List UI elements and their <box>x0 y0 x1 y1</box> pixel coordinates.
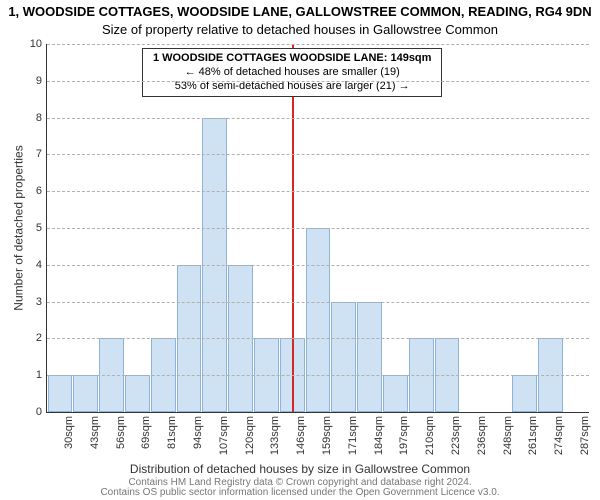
grid-line <box>47 375 589 376</box>
x-tick-label: 248sqm <box>502 416 514 455</box>
grid-line <box>47 81 589 82</box>
bar <box>73 375 98 412</box>
x-tick-label: 274sqm <box>553 416 565 455</box>
grid-line <box>47 154 589 155</box>
chart-root: 1, WOODSIDE COTTAGES, WOODSIDE LANE, GAL… <box>0 0 600 500</box>
y-tick-label: 4 <box>22 259 42 271</box>
grid-line <box>47 228 589 229</box>
x-tick-label: 107sqm <box>218 416 230 455</box>
grid-line <box>47 118 589 119</box>
x-tick-label: 146sqm <box>295 416 307 455</box>
bar <box>512 375 537 412</box>
x-tick-label: 133sqm <box>269 416 281 455</box>
x-tick-label: 159sqm <box>321 416 333 455</box>
y-tick-label: 1 <box>22 369 42 381</box>
x-tick-label: 184sqm <box>373 416 385 455</box>
bar <box>125 375 150 412</box>
grid-line <box>47 44 589 45</box>
annotation-line: 1 WOODSIDE COTTAGES WOODSIDE LANE: 149sq… <box>149 52 435 66</box>
y-tick-label: 5 <box>22 222 42 234</box>
grid-line <box>47 302 589 303</box>
bar <box>357 302 382 412</box>
y-tick-label: 0 <box>22 406 42 418</box>
grid-line <box>47 338 589 339</box>
x-tick-label: 210sqm <box>424 416 436 455</box>
x-tick-label: 81sqm <box>166 416 178 449</box>
x-tick-label: 197sqm <box>398 416 410 455</box>
grid-line <box>47 265 589 266</box>
x-tick-label: 56sqm <box>115 416 127 449</box>
grid-line <box>47 191 589 192</box>
y-tick-label: 2 <box>22 332 42 344</box>
bar <box>306 228 331 412</box>
chart-title-address: 1, WOODSIDE COTTAGES, WOODSIDE LANE, GAL… <box>0 4 600 19</box>
x-tick-label: 94sqm <box>192 416 204 449</box>
y-tick-label: 6 <box>22 185 42 197</box>
x-axis-label: Distribution of detached houses by size … <box>0 462 600 476</box>
x-tick-label: 30sqm <box>63 416 75 449</box>
bar <box>331 302 356 412</box>
y-tick-label: 7 <box>22 148 42 160</box>
chart-subtitle: Size of property relative to detached ho… <box>0 22 600 37</box>
annotation-line: ← 48% of detached houses are smaller (19… <box>149 66 435 80</box>
x-tick-label: 261sqm <box>527 416 539 455</box>
x-tick-label: 120sqm <box>244 416 256 455</box>
x-tick-label: 223sqm <box>450 416 462 455</box>
bar <box>48 375 73 412</box>
annotation-box: 1 WOODSIDE COTTAGES WOODSIDE LANE: 149sq… <box>142 48 442 97</box>
x-tick-label: 43sqm <box>89 416 101 449</box>
footer-line-2: Contains OS public sector information li… <box>0 488 600 498</box>
x-tick-label: 236sqm <box>476 416 488 455</box>
y-tick-label: 8 <box>22 112 42 124</box>
footer-attribution: Contains HM Land Registry data © Crown c… <box>0 478 600 498</box>
plot-area: 1 WOODSIDE COTTAGES WOODSIDE LANE: 149sq… <box>46 44 589 413</box>
y-tick-label: 9 <box>22 75 42 87</box>
x-tick-label: 287sqm <box>579 416 591 455</box>
bar <box>383 375 408 412</box>
y-tick-label: 10 <box>22 38 42 50</box>
x-tick-label: 69sqm <box>140 416 152 449</box>
x-tick-label: 171sqm <box>347 416 359 455</box>
y-tick-label: 3 <box>22 296 42 308</box>
